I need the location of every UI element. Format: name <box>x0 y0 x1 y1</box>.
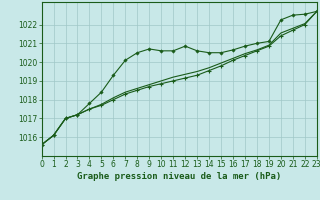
X-axis label: Graphe pression niveau de la mer (hPa): Graphe pression niveau de la mer (hPa) <box>77 172 281 181</box>
